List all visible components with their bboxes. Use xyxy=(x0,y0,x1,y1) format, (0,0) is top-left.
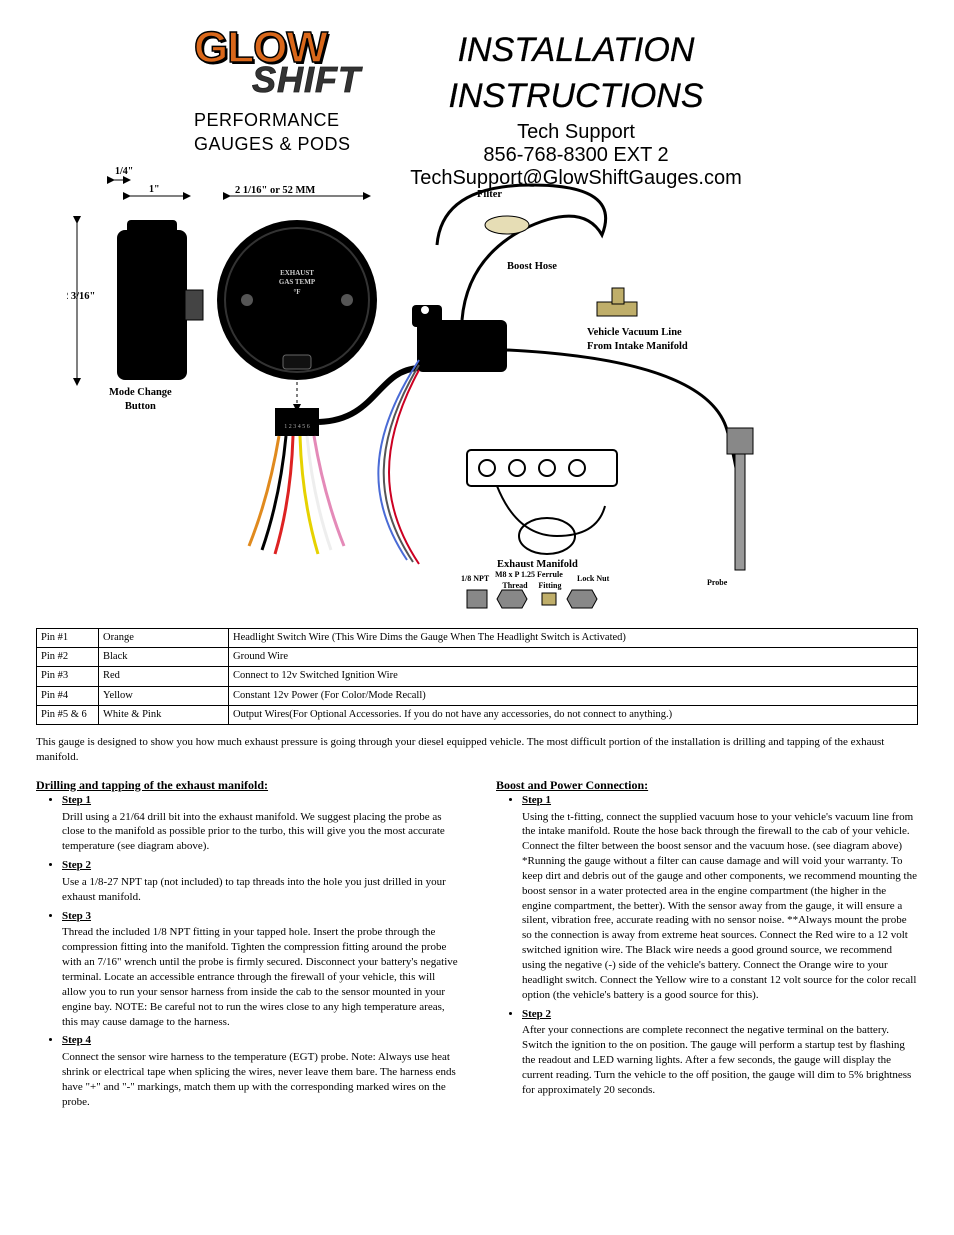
m8-label: M8 x P 1.25 Thread xyxy=(495,570,535,592)
step-title: Step 3 xyxy=(62,910,91,922)
page-header: GLOW SHIFT PERFORMANCE GAUGES & PODS INS… xyxy=(36,28,918,140)
table-cell: Pin #3 xyxy=(37,667,99,686)
instruction-step: Step 3 Thread the included 1/8 NPT fittin… xyxy=(62,909,458,1030)
intro-paragraph: This gauge is designed to show you how m… xyxy=(36,735,918,765)
instruction-step: Step 4 Connect the sensor wire harness to… xyxy=(62,1033,458,1109)
install-title: INSTALLATION INSTRUCTIONS xyxy=(336,28,816,120)
table-cell: Connect to 12v Switched Ignition Wire xyxy=(229,667,918,686)
svg-text:EXHAUST: EXHAUST xyxy=(280,269,314,277)
filter-label: Filter xyxy=(477,188,502,202)
table-cell: Yellow xyxy=(99,686,229,705)
drill-tap-title: Drilling and tapping of the exhaust mani… xyxy=(36,777,458,793)
wire-table: Pin #1OrangeHeadlight Switch Wire (This … xyxy=(36,628,918,725)
table-cell: Pin #5 & 6 xyxy=(37,705,99,724)
table-cell: Pin #2 xyxy=(37,648,99,667)
table-cell: Headlight Switch Wire (This Wire Dims th… xyxy=(229,629,918,648)
step-body: Use a 1/8-27 NPT tap (not included) to t… xyxy=(62,875,458,905)
table-cell: Output Wires(For Optional Accessories. I… xyxy=(229,705,918,724)
locknut-label: Lock Nut xyxy=(577,574,609,585)
instruction-step: Step 2 Use a 1/8-27 NPT tap (not included… xyxy=(62,858,458,905)
wiring-diagram: 1/4" 1" EXHAUST GAS TEMP °F 1 2 3 4 5 6 xyxy=(67,160,887,620)
instruction-step: Step 2 After your connections are complet… xyxy=(522,1007,918,1098)
steps-right-list: Step 1 Using the t-fitting, connect the s… xyxy=(496,793,918,1098)
dim-width: 2 1/16" or 52 MM xyxy=(235,184,315,198)
step-title: Step 4 xyxy=(62,1034,91,1046)
step-body: After your connections are complete reco… xyxy=(522,1023,918,1097)
svg-text:1 2 3 4 5 6: 1 2 3 4 5 6 xyxy=(284,424,310,430)
step-title: Step 2 xyxy=(522,1008,551,1020)
step-title: Step 2 xyxy=(62,859,91,871)
vacuum-line-label: Vehicle Vacuum Line From Intake Manifold xyxy=(587,326,688,354)
step-title: Step 1 xyxy=(62,794,91,806)
step-title: Step 1 xyxy=(522,794,551,806)
table-cell: Orange xyxy=(99,629,229,648)
step-body: Drill using a 21/64 drill bit into the e… xyxy=(62,810,458,855)
svg-text:GAS TEMP: GAS TEMP xyxy=(279,278,316,286)
table-row: Pin #3RedConnect to 12v Switched Ignitio… xyxy=(37,667,918,686)
table-cell: Black xyxy=(99,648,229,667)
instruction-step: Step 1 Drill using a 21/64 drill bit into… xyxy=(62,793,458,854)
svg-text:°F: °F xyxy=(293,288,300,296)
table-cell: Pin #4 xyxy=(37,686,99,705)
table-cell: Constant 12v Power (For Color/Mode Recal… xyxy=(229,686,918,705)
tech-support-label: Tech Support xyxy=(336,122,816,143)
svg-text:1": 1" xyxy=(149,184,160,195)
left-column: Drilling and tapping of the exhaust mani… xyxy=(36,769,458,1114)
table-cell: Pin #1 xyxy=(37,629,99,648)
diagram-svg: 1/4" 1" EXHAUST GAS TEMP °F 1 2 3 4 5 6 xyxy=(67,160,887,620)
boost-title: Boost and Power Connection: xyxy=(496,777,918,793)
npt-label: 1/8 NPT xyxy=(461,574,489,585)
table-row: Pin #4YellowConstant 12v Power (For Colo… xyxy=(37,686,918,705)
svg-text:1/4": 1/4" xyxy=(115,166,133,177)
table-row: Pin #5 & 6White & PinkOutput Wires(For O… xyxy=(37,705,918,724)
probe-label: Probe xyxy=(707,578,727,589)
table-cell: Red xyxy=(99,667,229,686)
table-row: Pin #2BlackGround Wire xyxy=(37,648,918,667)
table-row: Pin #1OrangeHeadlight Switch Wire (This … xyxy=(37,629,918,648)
table-cell: White & Pink xyxy=(99,705,229,724)
boost-hose-label: Boost Hose xyxy=(507,260,557,274)
steps-left-list: Step 1 Drill using a 21/64 drill bit into… xyxy=(36,793,458,1110)
right-column: Boost and Power Connection: Step 1 Using … xyxy=(496,769,918,1114)
step-body: Using the t-fitting, connect the supplie… xyxy=(522,810,918,1003)
instruction-step: Step 1 Using the t-fitting, connect the s… xyxy=(522,793,918,1003)
ferrule-label: Ferrule Fitting xyxy=(537,570,563,592)
table-cell: Ground Wire xyxy=(229,648,918,667)
step-body: Thread the included 1/8 NPT fitting in y… xyxy=(62,925,458,1029)
dim-height: 2 3/16" xyxy=(67,290,95,304)
instructions-columns: Drilling and tapping of the exhaust mani… xyxy=(36,769,918,1114)
step-body: Connect the sensor wire harness to the t… xyxy=(62,1050,458,1109)
mode-button-label: Mode Change Button xyxy=(109,386,172,414)
